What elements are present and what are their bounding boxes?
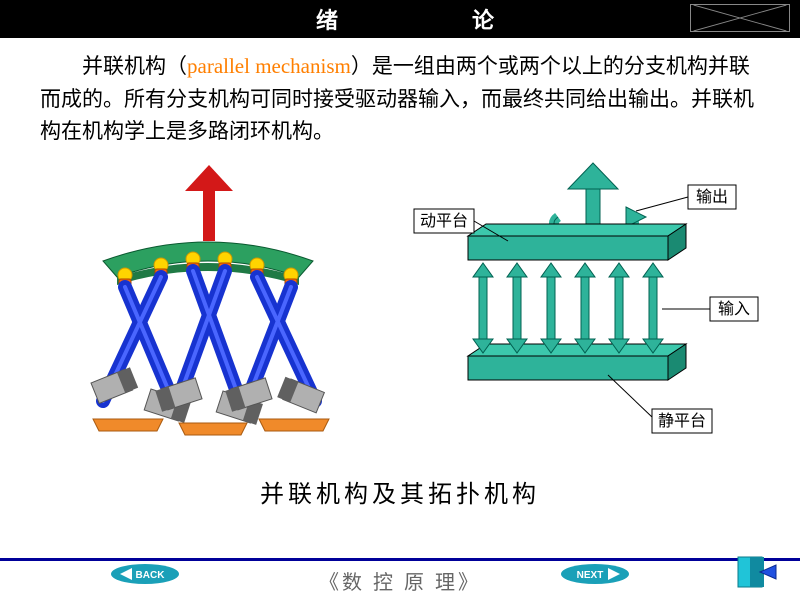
svg-text:输入: 输入 bbox=[717, 300, 749, 318]
svg-text:输出: 输出 bbox=[695, 188, 727, 206]
hexapod-illustration bbox=[20, 156, 395, 466]
content-row: 动平台 输出 输入 静平台 bbox=[0, 156, 800, 466]
svg-text:动平台: 动平台 bbox=[419, 212, 467, 230]
label-output: 输出 bbox=[636, 185, 736, 211]
figure-caption: 并联机构及其拓扑机构 bbox=[0, 474, 800, 509]
svg-text:静平台: 静平台 bbox=[657, 412, 705, 430]
input-arrows bbox=[473, 263, 663, 353]
back-button[interactable]: BACK bbox=[110, 563, 180, 590]
paragraph: 并联机构（parallel mechanism）是一组由两个或两个以上的分支机构… bbox=[0, 38, 800, 156]
next-button[interactable]: NEXT bbox=[560, 563, 630, 590]
output-arrow-red bbox=[185, 165, 233, 241]
schematic-diagram: 动平台 输出 输入 静平台 bbox=[405, 156, 780, 466]
label-static-platform: 静平台 bbox=[608, 375, 712, 433]
header-title: 绪 论 bbox=[0, 3, 800, 35]
top-platform bbox=[103, 242, 313, 285]
moving-platform-bar bbox=[468, 224, 686, 260]
header-crossed-box bbox=[690, 4, 790, 32]
header-bar: 绪 论 bbox=[0, 0, 800, 38]
footer-title: 《数 控 原 理》 bbox=[319, 566, 481, 595]
paragraph-pre: 并联机构（ bbox=[82, 54, 187, 78]
svg-text:NEXT: NEXT bbox=[577, 570, 604, 581]
actuators bbox=[91, 367, 324, 425]
svg-text:BACK: BACK bbox=[136, 570, 166, 581]
exit-button[interactable] bbox=[736, 555, 780, 594]
base-feet bbox=[93, 419, 329, 435]
paragraph-en: parallel mechanism bbox=[187, 54, 351, 78]
label-input: 输入 bbox=[662, 297, 758, 321]
